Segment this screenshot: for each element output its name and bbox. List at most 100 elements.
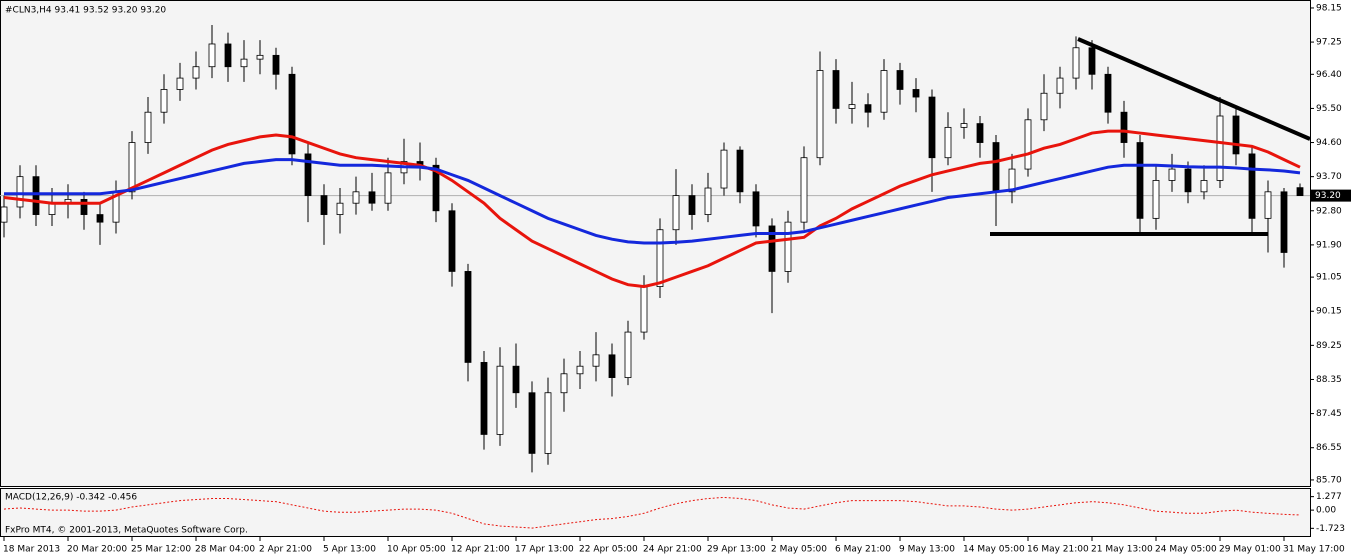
candle-body (1264, 191, 1272, 219)
candle-body (1248, 153, 1256, 219)
candle-body (608, 354, 616, 378)
candle-body (656, 229, 664, 287)
candle-body (928, 96, 936, 159)
candle-body (1088, 47, 1096, 75)
x-tick-label: 25 Mar 12:00 (131, 545, 191, 555)
candle-body (464, 271, 472, 363)
indicator-tick-label: 1.277 (1316, 492, 1342, 502)
y-tick-label: 88.35 (1316, 375, 1342, 385)
candle-body (784, 221, 792, 272)
candle-body (496, 365, 504, 435)
candle-body (48, 202, 56, 215)
candle-body (800, 157, 808, 223)
price-label: 93.20 (1315, 191, 1341, 201)
candle-body (720, 149, 728, 189)
candle-body (1200, 180, 1208, 193)
candle-body (384, 172, 392, 204)
y-tick-label: 98.15 (1316, 3, 1342, 13)
y-tick-label: 91.05 (1316, 273, 1342, 283)
indicator-panel (0, 488, 1311, 537)
candle-body (16, 176, 24, 208)
x-tick-label: 16 May 21:00 (1027, 545, 1089, 555)
y-tick-label: 92.80 (1316, 206, 1342, 216)
candle-body (272, 54, 280, 75)
x-tick-label: 10 Apr 05:00 (387, 545, 446, 555)
candle-body (304, 153, 312, 197)
candle-body (320, 195, 328, 215)
candle-body (1184, 168, 1192, 193)
candle-body (1216, 115, 1224, 181)
candle-body (480, 362, 488, 435)
line-series (3, 129, 1301, 289)
candle-body (960, 123, 968, 128)
trendlines (990, 37, 1311, 236)
candle-body (352, 191, 360, 204)
x-tick-label: 21 May 13:00 (1091, 545, 1153, 555)
candle-body (880, 70, 888, 113)
candle-body (96, 214, 104, 223)
line-series (4, 158, 1301, 245)
candle-body (368, 191, 376, 204)
candle-body (752, 191, 760, 227)
candle-body (544, 392, 552, 454)
candle-body (256, 54, 264, 60)
candle-body (1120, 111, 1128, 143)
y-tick-label: 86.55 (1316, 443, 1342, 453)
y-tick-label: 87.45 (1316, 409, 1342, 419)
y-tick-label: 93.70 (1316, 172, 1342, 182)
candle-body (240, 58, 248, 68)
candle-body (1040, 92, 1048, 121)
candle-body (1056, 77, 1064, 94)
candle-body (0, 206, 8, 223)
indicator-label: MACD(12,26,9) -0.342 -0.456 (5, 493, 137, 503)
candle-body (432, 164, 440, 212)
candle-body (672, 195, 680, 231)
candle-body (32, 176, 40, 215)
x-tick-label: 9 May 13:00 (899, 545, 955, 555)
candle-body (512, 365, 520, 394)
candle-body (816, 70, 824, 159)
resistance-line (1077, 37, 1311, 141)
candle-body (832, 70, 840, 109)
candle-body (1152, 180, 1160, 219)
candle-body (1008, 168, 1016, 193)
line-series (3, 496, 1301, 529)
x-tick-label: 24 Apr 21:00 (643, 545, 702, 555)
candle-body (1280, 191, 1288, 253)
price-label-box (1311, 189, 1351, 202)
candle-body (1136, 142, 1144, 219)
indicator-tick-label: 0.00 (1316, 506, 1336, 516)
x-tick-label: 20 Mar 20:00 (67, 545, 127, 555)
x-tick-label: 14 May 05:00 (963, 545, 1025, 555)
candle-body (192, 66, 200, 79)
candle-body (176, 77, 184, 90)
x-tick-label: 18 Mar 2013 (3, 545, 60, 555)
candle-body (704, 187, 712, 215)
candle-body (1232, 115, 1240, 155)
candle-body (80, 199, 88, 215)
y-tick-label: 97.25 (1316, 38, 1342, 48)
candle-body (944, 126, 952, 159)
x-tick-label: 17 Apr 13:00 (515, 545, 574, 555)
candle-body (1024, 119, 1032, 170)
x-tick-label: 6 May 21:00 (835, 545, 891, 555)
x-tick-label: 12 Apr 21:00 (451, 545, 510, 555)
candle-body (912, 89, 920, 98)
x-tick-label: 24 May 05:00 (1155, 545, 1217, 555)
candle-body (1296, 187, 1304, 197)
candle-body (448, 210, 456, 272)
candle-body (144, 111, 152, 143)
candle-body (128, 142, 136, 193)
candle-body (576, 365, 584, 375)
chart-title: #CLN3,H4 93.41 93.52 93.20 93.20 (5, 6, 166, 16)
y-tick-label: 90.15 (1316, 307, 1342, 317)
x-tick-label: 29 Apr 13:00 (707, 545, 766, 555)
x-tick-label: 2 Apr 21:00 (259, 545, 312, 555)
x-tick-label: 5 Apr 13:00 (323, 545, 376, 555)
candle-body (560, 373, 568, 394)
candle-body (1104, 73, 1112, 113)
candle-body (224, 43, 232, 68)
y-tick-label: 95.50 (1316, 104, 1342, 114)
x-tick-label: 2 May 05:00 (771, 545, 827, 555)
candle-body (848, 104, 856, 109)
